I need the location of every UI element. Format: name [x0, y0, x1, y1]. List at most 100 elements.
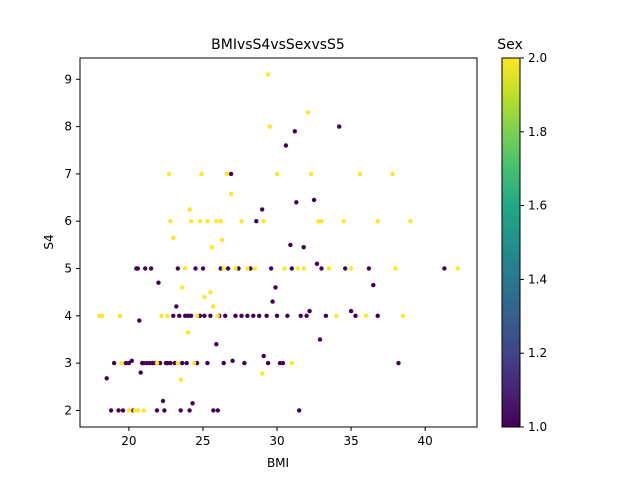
colorbar-tick-label: 1.0 — [528, 420, 547, 434]
data-point — [288, 242, 293, 248]
data-point — [307, 308, 312, 314]
data-point — [297, 408, 302, 413]
data-point — [141, 408, 146, 413]
x-axis-ticks: 20 25 30 35 40 — [121, 427, 433, 448]
y-axis-label: S4 — [42, 234, 56, 249]
data-point — [292, 129, 297, 134]
data-point — [184, 360, 189, 366]
data-point — [239, 219, 244, 224]
data-point — [175, 360, 180, 366]
data-point — [274, 313, 280, 318]
data-point — [348, 266, 354, 271]
colorbar-tick-label: 2.0 — [528, 51, 547, 65]
data-point — [341, 219, 346, 224]
data-point — [211, 408, 216, 413]
colorbar-tick-label: 1.4 — [528, 272, 547, 286]
y-tick-label: 5 — [64, 262, 72, 276]
data-point — [175, 266, 180, 271]
data-point — [301, 266, 306, 271]
data-point — [135, 266, 140, 271]
colorbar-tick-label: 1.2 — [528, 346, 547, 360]
colorbar-ticks: 1.0 1.2 1.4 1.6 1.8 2.0 — [520, 51, 547, 434]
data-point — [366, 266, 372, 271]
colorbar — [501, 57, 521, 428]
data-point — [209, 245, 214, 250]
data-point — [319, 266, 324, 271]
data-point — [187, 207, 192, 212]
data-point — [199, 171, 204, 177]
data-point — [111, 360, 117, 366]
data-point — [160, 398, 166, 404]
data-point — [323, 313, 329, 318]
colorbar-tick-label: 1.6 — [528, 199, 547, 213]
plot-frame — [79, 57, 478, 428]
data-point — [304, 313, 309, 318]
data-point — [326, 266, 332, 271]
data-point — [375, 313, 380, 318]
data-point — [390, 171, 395, 177]
data-point — [211, 304, 216, 309]
data-point — [353, 313, 358, 318]
y-tick-label: 3 — [64, 356, 72, 370]
x-tick-label: 35 — [343, 434, 358, 448]
data-point — [408, 219, 413, 224]
data-point — [220, 237, 225, 243]
data-point — [221, 266, 226, 271]
data-point — [202, 294, 207, 300]
colorbar-label: Sex — [497, 37, 523, 53]
data-point — [442, 266, 447, 271]
data-point — [208, 290, 213, 295]
data-point — [154, 408, 160, 413]
data-point — [183, 266, 188, 271]
data-point — [260, 371, 265, 376]
data-point — [311, 197, 317, 203]
data-point — [233, 313, 238, 318]
data-point — [251, 313, 256, 318]
data-point — [221, 360, 226, 366]
data-point — [314, 261, 320, 266]
data-point — [254, 219, 259, 224]
data-point — [298, 313, 303, 318]
data-point — [261, 219, 266, 224]
data-point — [214, 219, 219, 224]
data-point — [168, 360, 173, 366]
data-point — [308, 171, 314, 177]
data-point — [129, 358, 134, 363]
data-point — [208, 313, 213, 318]
colorbar-tick-label: 1.8 — [528, 125, 547, 139]
data-point — [261, 353, 266, 359]
data-point — [205, 219, 210, 224]
data-point — [137, 318, 142, 323]
data-point — [218, 219, 223, 224]
data-point — [348, 308, 354, 314]
y-tick-label: 8 — [64, 120, 72, 134]
data-point — [193, 266, 198, 271]
data-point — [260, 207, 265, 212]
data-point — [280, 360, 286, 366]
data-point — [289, 266, 294, 271]
data-point — [357, 171, 363, 177]
data-point — [242, 360, 247, 366]
data-point — [400, 313, 406, 318]
data-point — [371, 282, 376, 288]
data-point — [228, 171, 234, 177]
data-point — [197, 219, 203, 224]
data-point — [455, 266, 460, 271]
data-point — [178, 377, 183, 382]
data-point — [187, 408, 192, 413]
data-point — [180, 285, 185, 290]
data-point — [190, 401, 195, 406]
data-point — [143, 266, 148, 271]
data-point — [273, 285, 278, 290]
chart-title: BMIvsS4vsSexvsS5 — [211, 37, 345, 53]
data-point — [283, 143, 289, 148]
data-point — [294, 200, 299, 205]
data-point — [267, 124, 272, 129]
data-point — [225, 266, 231, 271]
data-point — [148, 266, 154, 271]
data-point — [215, 313, 220, 318]
data-point — [343, 266, 348, 271]
data-point — [156, 280, 161, 285]
data-point — [202, 313, 207, 318]
data-point — [138, 370, 143, 375]
